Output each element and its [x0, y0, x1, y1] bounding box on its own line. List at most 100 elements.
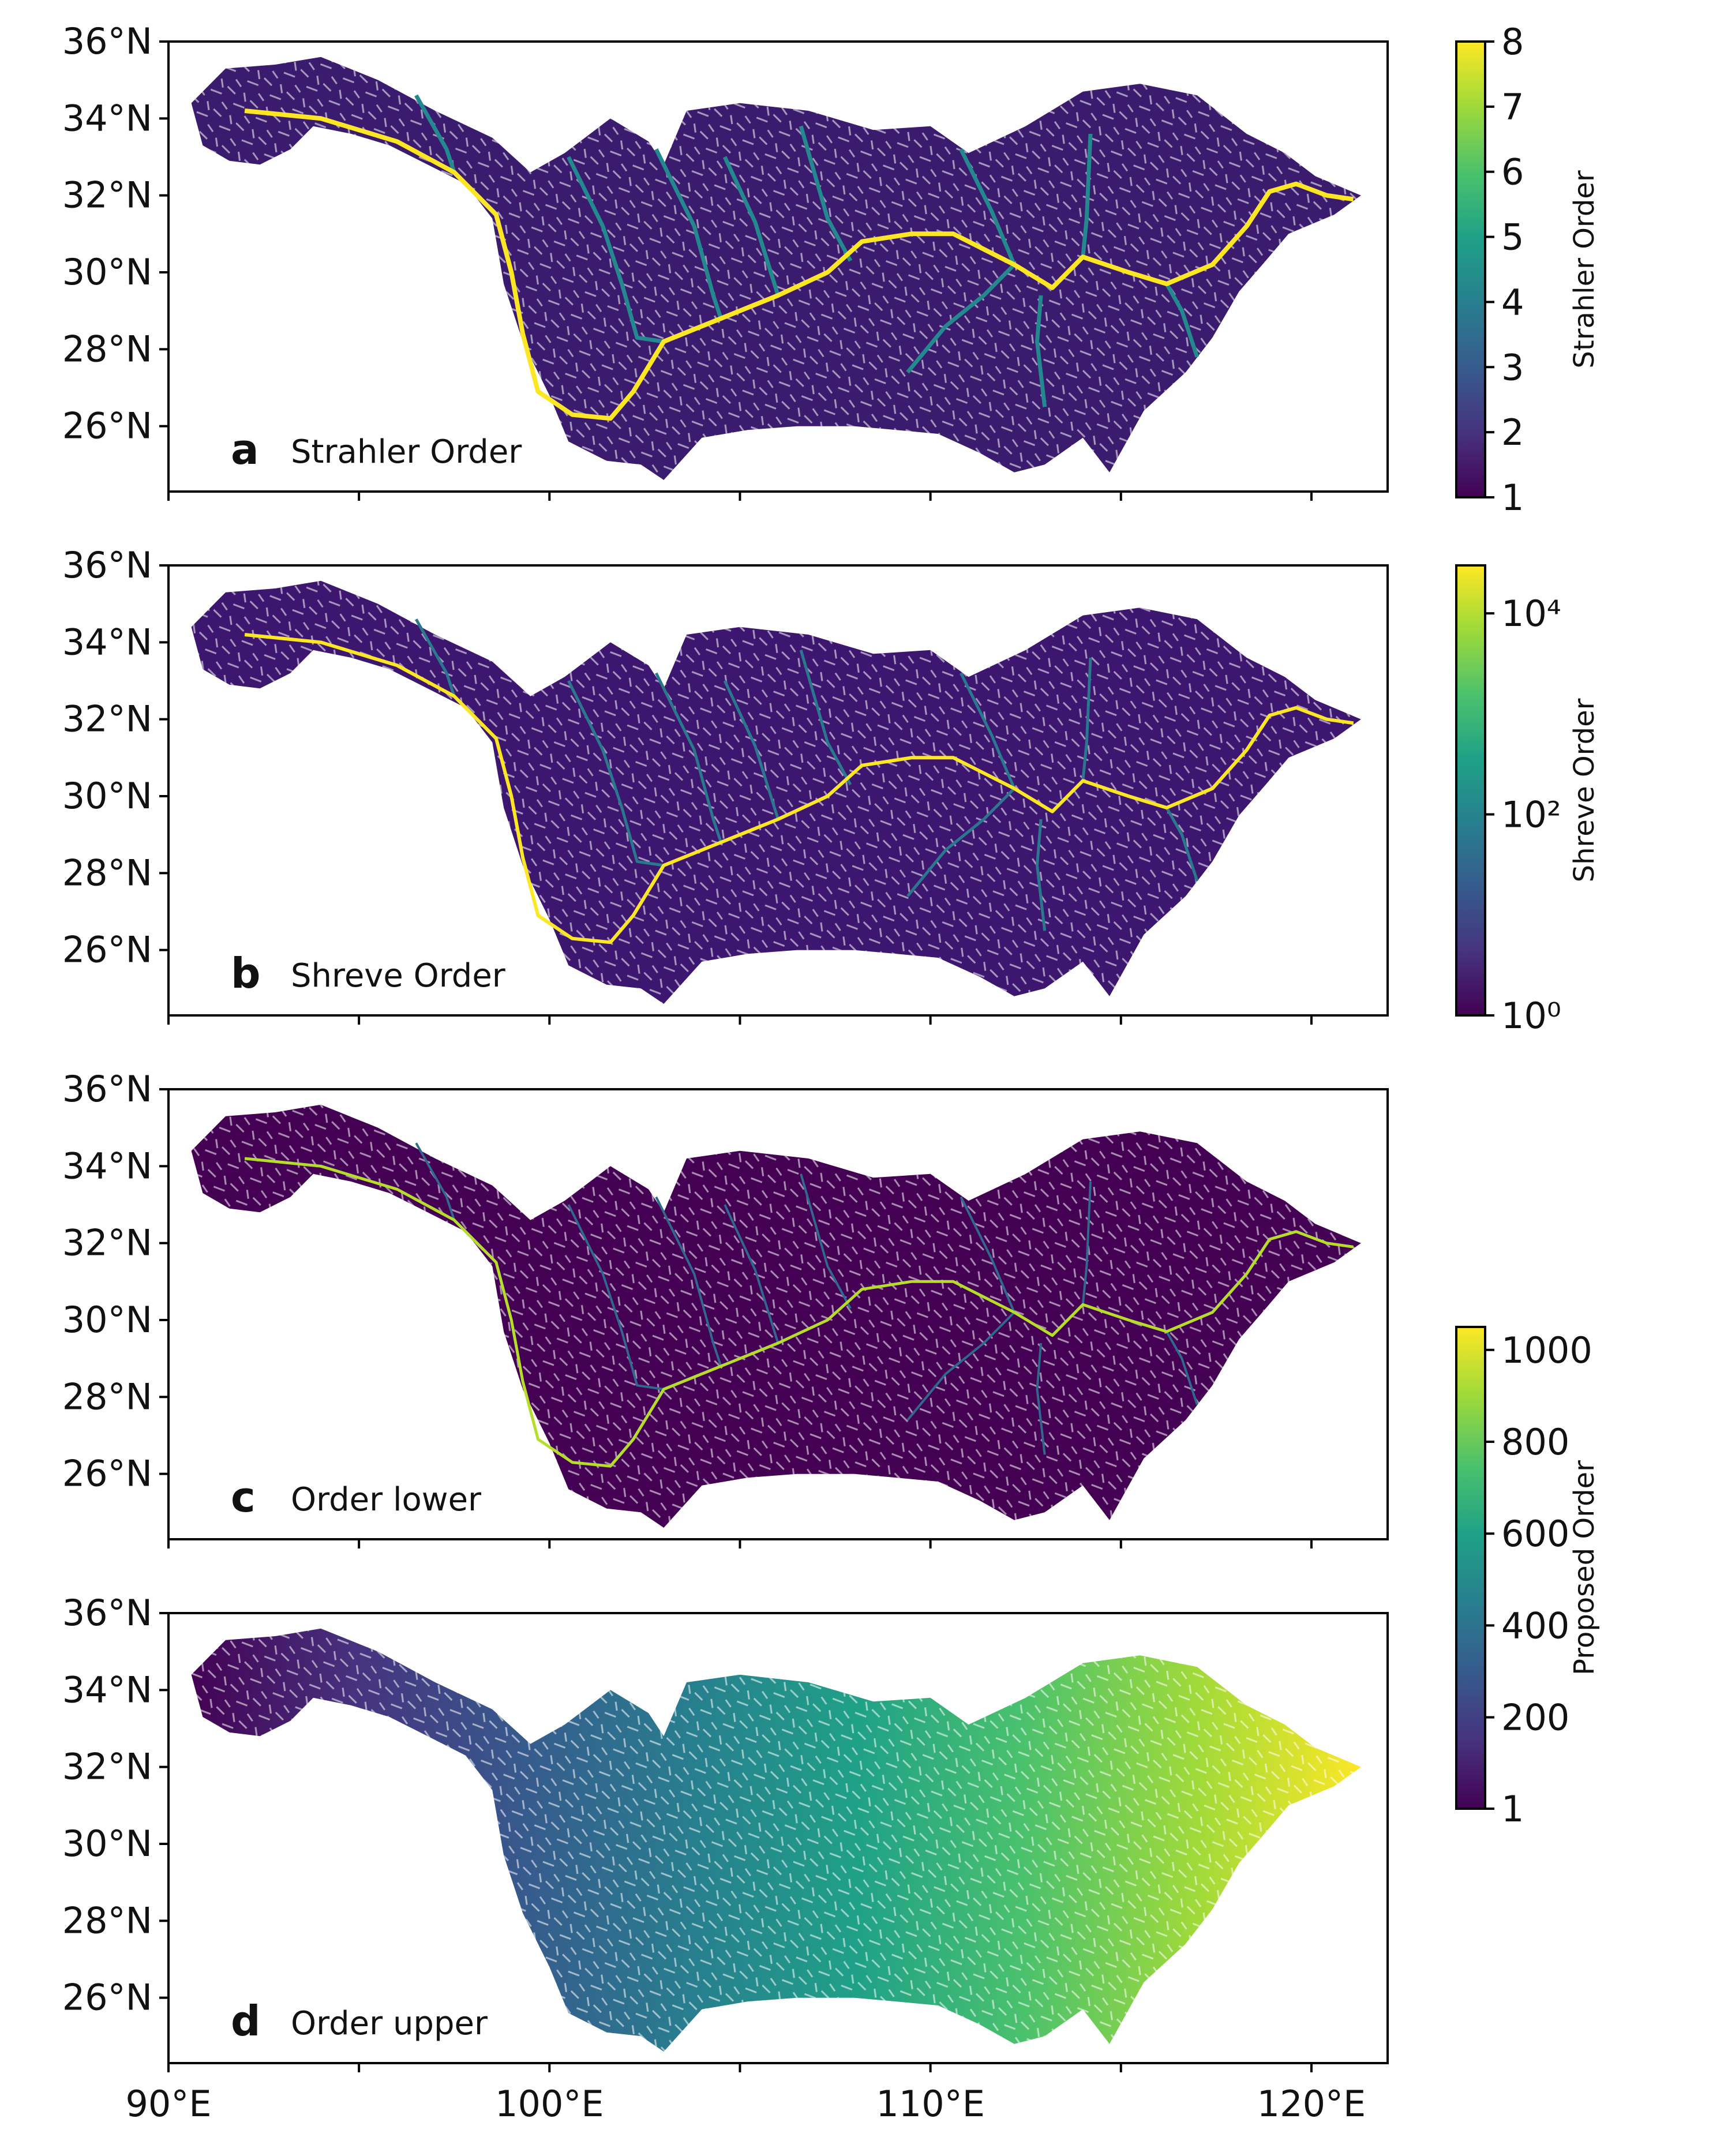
y-tick-label: 34°N — [62, 621, 152, 663]
colorbar-b: 10⁰ 10² 10⁴ Shreve Order — [1455, 564, 1601, 1037]
tributary-line — [654, 148, 723, 320]
stream-network-texture — [191, 1104, 1361, 1528]
panel-label: Strahler Order — [291, 433, 522, 471]
colorbar-gradient — [1455, 1326, 1486, 1810]
tributary-line — [724, 1204, 779, 1344]
tributary-line — [415, 618, 456, 697]
colorbar-label: Strahler Order — [1568, 170, 1601, 368]
colorbar-tick-label: 800 — [1501, 1421, 1569, 1463]
axes-frame — [167, 1612, 1389, 2064]
tributary-line — [415, 1142, 456, 1221]
tributary-line — [906, 787, 1015, 897]
tributary-line — [1165, 1331, 1198, 1405]
axes-frame — [167, 1088, 1389, 1540]
colorbar-tick-label: 600 — [1501, 1513, 1569, 1555]
colorbar-tick-label: 1000 — [1501, 1329, 1592, 1371]
map-panels: 36°N34°N32°N30°N28°N26°N a Strahler Order3… — [62, 20, 1389, 2072]
tributary-line — [1165, 807, 1199, 882]
y-tick-label: 26°N — [62, 1977, 152, 2019]
tributary-line — [723, 680, 779, 820]
colorbar-gradient — [1455, 564, 1486, 1017]
tributary-line — [414, 94, 456, 173]
tributary-line — [959, 148, 1017, 266]
y-tick-label: 36°N — [62, 1068, 152, 1110]
stream-network-texture — [191, 57, 1361, 480]
tributary-line — [1036, 819, 1047, 931]
colorbar-tick-label: 3 — [1501, 346, 1524, 388]
stream-network-texture — [191, 580, 1361, 1004]
colorbar-label: Shreve Order — [1568, 698, 1601, 882]
panel-letter: c — [231, 1473, 256, 1521]
tributary-line — [1081, 133, 1093, 257]
tributary-line — [799, 650, 852, 786]
y-tick-label: 36°N — [62, 20, 152, 62]
y-tick-label: 34°N — [62, 97, 152, 139]
y-tick-label: 30°N — [62, 775, 152, 817]
colorbar-tick-label: 6 — [1501, 151, 1524, 193]
tributary-line — [799, 125, 853, 262]
x-tick-label: 120°E — [1257, 2083, 1366, 2125]
panel-letter: d — [231, 1997, 261, 2045]
main-stem-line — [244, 108, 1354, 421]
colorbar-tick-label: 10⁰ — [1501, 995, 1561, 1037]
map-panel-a: 36°N 34°N 32°N 30°N 28°N 26°N a Strahler Order — [62, 20, 1389, 501]
y-tick-label: 30°N — [62, 1299, 152, 1341]
y-tick-label: 30°N — [62, 251, 152, 293]
tributary-line — [654, 672, 722, 843]
tributary-line — [567, 156, 664, 344]
colorbar-tick-label: 5 — [1501, 216, 1524, 258]
colorbar-gradient — [1455, 40, 1486, 498]
tributary-line — [722, 156, 780, 297]
y-tick-label: 36°N — [62, 544, 152, 586]
tributary-line — [960, 672, 1016, 789]
y-tick-label: 36°N — [62, 1592, 152, 1634]
tributary-line — [906, 1311, 1015, 1421]
panel-label: Order lower — [291, 1481, 482, 1518]
colorbar-tick-label: 1 — [1501, 477, 1524, 519]
tributary-line — [1081, 1181, 1092, 1305]
panel-letter: a — [231, 425, 259, 474]
map-panel-b: 36°N 34°N 32°N 30°N 28°N 26°N b Shreve Order — [62, 544, 1389, 1025]
axes-frame — [167, 564, 1389, 1017]
main-stem-line — [244, 633, 1354, 944]
main-stem-line — [244, 1157, 1354, 1468]
map-panel-d: 36°N 34°N 32°N 30°N 28°N 26°N d Order upper — [62, 1592, 1389, 2072]
x-axis: 90°E 100°E 110°E 120°E — [125, 2083, 1366, 2125]
colorbar-tick-label: 400 — [1501, 1604, 1569, 1647]
colorbar-label: Proposed Order — [1568, 1460, 1601, 1675]
panel-label: Shreve Order — [291, 957, 506, 995]
y-tick-label: 32°N — [62, 174, 152, 216]
colorbars: 1 2 3 4 5 6 7 8 Strahler Order 10⁰ 10² 10⁴ Shreve Or… — [1455, 21, 1601, 1830]
y-tick-label: 26°N — [62, 405, 152, 447]
colorbar-tick-label: 2 — [1501, 411, 1524, 453]
tributary-line — [1081, 657, 1092, 781]
y-tick-label: 28°N — [62, 1899, 152, 1941]
tributary-line — [960, 1196, 1015, 1313]
panel-letter: b — [231, 949, 261, 998]
y-tick-label: 26°N — [62, 1453, 152, 1495]
tributary-line — [1036, 1343, 1046, 1455]
tributary-line — [1035, 295, 1047, 407]
axes-frame — [167, 40, 1389, 493]
colorbar-d: 1 200 400 600 800 1000 Proposed Order — [1455, 1326, 1601, 1830]
tributary-line — [1164, 283, 1200, 358]
x-tick-label: 110°E — [876, 2083, 985, 2125]
tributary-line — [655, 1196, 722, 1367]
colorbar-tick-label: 10⁴ — [1501, 593, 1561, 635]
tributary-line — [567, 680, 664, 867]
y-tick-label: 28°N — [62, 328, 152, 370]
colorbar-tick-label: 1 — [1501, 1788, 1524, 1830]
colorbar-tick-label: 10² — [1501, 794, 1561, 836]
y-tick-label: 30°N — [62, 1823, 152, 1865]
y-tick-label: 32°N — [62, 1222, 152, 1264]
x-tick-label: 100°E — [495, 2083, 604, 2125]
map-panel-c: 36°N 34°N 32°N 30°N 28°N 26°N c Order lower — [62, 1068, 1389, 1548]
colorbar-tick-label: 8 — [1501, 21, 1524, 63]
y-tick-label: 34°N — [62, 1668, 152, 1711]
colorbar-tick-label: 4 — [1501, 281, 1524, 323]
y-tick-label: 26°N — [62, 929, 152, 971]
tributary-line — [567, 1204, 664, 1390]
stream-network-texture — [191, 1628, 1361, 2052]
x-tick-label: 90°E — [125, 2083, 211, 2125]
